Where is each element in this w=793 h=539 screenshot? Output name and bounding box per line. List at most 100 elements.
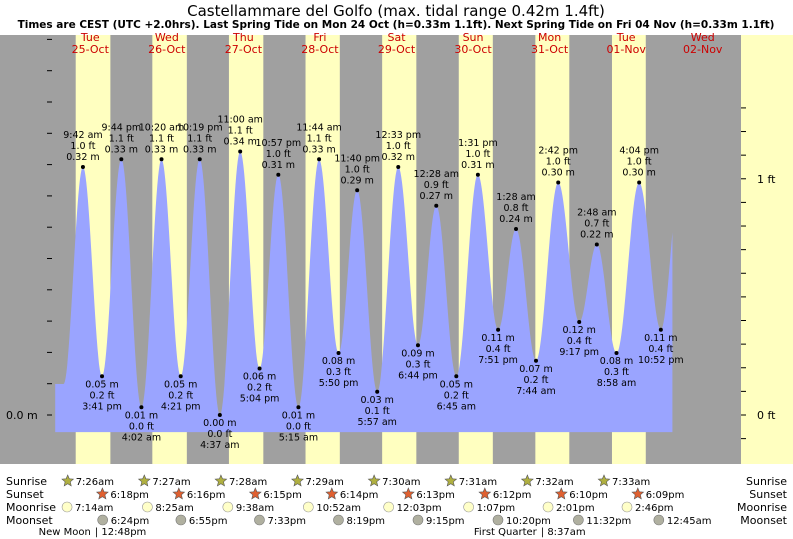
tide-time: 9:17 pm (559, 347, 599, 358)
high-tide-point (475, 172, 480, 177)
tide-height-m: 0.27 m (420, 191, 453, 202)
day-name: Tue (616, 31, 636, 44)
day-name: Sun (463, 31, 484, 44)
tide-height-m: 0.32 m (382, 152, 415, 163)
sunrise-icon (214, 474, 228, 487)
tide-height-ft: 0.4 ft (648, 344, 673, 355)
moonrise-time: 2:46pm (635, 503, 674, 514)
tide-time: 4:37 am (200, 440, 239, 451)
tide-height-ft: 0.2 ft (168, 390, 193, 401)
moonrise-icon (383, 501, 394, 513)
tide-time: 11:00 am (217, 115, 262, 126)
day-name: Thu (232, 31, 254, 44)
tide-height-m: 0.32 m (66, 152, 99, 163)
day-date: 30-Oct (454, 43, 492, 56)
low-tide-point (296, 405, 301, 410)
low-tide-point (375, 389, 380, 394)
tide-time: 2:48 am (577, 208, 616, 219)
tide-height-m: 0.05 m (440, 379, 473, 390)
row-label-left: Sunrise (6, 475, 47, 488)
moonrise-time: 12:03pm (397, 503, 442, 514)
sunset-icon (401, 487, 415, 500)
low-tide-point (217, 413, 222, 417)
high-tide-point (276, 172, 281, 177)
tide-height-m: 0.30 m (622, 168, 655, 179)
tide-height-m: 0.11 m (644, 333, 677, 344)
tide-height-m: 0.08 m (322, 356, 355, 367)
row-label-right: Sunset (749, 488, 787, 501)
sunrise-icon (597, 474, 611, 487)
moon-phase-time: | 12:48pm (95, 527, 146, 538)
high-tide-point (317, 157, 322, 162)
tide-height-m: 0.12 m (562, 325, 595, 336)
tide-height-ft: 1.1 ft (187, 133, 212, 144)
tide-height-ft: 1.0 ft (546, 157, 571, 168)
tide-area (55, 151, 673, 433)
tide-height-m: 0.29 m (340, 175, 373, 186)
moonrise-icon (621, 501, 633, 513)
moonset-icon (254, 514, 265, 526)
moonset-icon (412, 514, 424, 526)
sunset-time: 6:12pm (493, 490, 532, 501)
sunset-icon (631, 487, 645, 500)
low-tide-point (139, 405, 144, 410)
tide-height-m: 0.33 m (183, 144, 216, 155)
tide-height-m: 0.34 m (223, 137, 256, 148)
sunrise-time: 7:27am (152, 477, 190, 488)
tide-height-m: 0.01 m (125, 410, 158, 421)
sunrise-icon (520, 474, 534, 487)
day-date: 29-Oct (378, 43, 416, 56)
day-date: 26-Oct (148, 43, 186, 56)
high-tide-point (556, 180, 561, 185)
tide-height-ft: 1.0 ft (266, 149, 291, 160)
sunrise-time: 7:32am (535, 477, 573, 488)
moonset-icon (175, 514, 187, 526)
tide-height-ft: 0.9 ft (424, 180, 449, 191)
tide-time: 9:44 pm (101, 122, 141, 133)
sunset-time: 6:16pm (187, 490, 226, 501)
tide-time: 10:52 pm (638, 355, 684, 366)
moonrise-time: 7:14am (75, 503, 113, 514)
tide-time: 4:02 am (122, 432, 161, 443)
row-label-right: Moonset (740, 514, 787, 527)
sunset-icon (325, 487, 339, 500)
sunrise-time: 7:26am (76, 477, 114, 488)
tide-time: 4:21 pm (161, 401, 201, 412)
tide-height-ft: 0.1 ft (365, 406, 390, 417)
sunset-icon (248, 487, 262, 500)
day-date: 01-Nov (606, 43, 646, 56)
tide-time: 12:28 am (414, 169, 459, 180)
tide-height-ft: 1.0 ft (345, 164, 370, 175)
moonrise-time: 10:52am (316, 503, 361, 514)
low-tide-point (336, 351, 341, 355)
low-tide-point (100, 374, 105, 379)
tide-time: 7:51 pm (478, 355, 518, 366)
tide-time: 11:44 am (296, 122, 341, 133)
high-tide-point (514, 227, 519, 231)
row-label-right: Moonrise (737, 501, 787, 514)
sunset-time: 6:14pm (340, 490, 379, 501)
tide-time: 4:04 pm (619, 146, 659, 157)
tide-height-m: 0.01 m (282, 410, 315, 421)
sunset-icon (95, 487, 109, 500)
tide-height-ft: 0.8 ft (504, 203, 529, 214)
moon-phase-name: New Moon (39, 527, 91, 538)
tide-time: 10:57 pm (255, 138, 301, 149)
row-label-left: Moonrise (6, 501, 56, 514)
tide-height-ft: 0.0 ft (129, 421, 154, 432)
moonset-icon (333, 514, 344, 526)
tide-time: 10:20 am (139, 122, 184, 133)
tide-height-m: 0.24 m (499, 214, 532, 225)
tide-time: 9:42 am (63, 130, 102, 141)
sunrise-time: 7:33am (612, 477, 650, 488)
high-tide-point (119, 157, 124, 162)
tide-height-m: 0.08 m (600, 356, 633, 367)
moonrise-time: 9:38am (236, 503, 274, 514)
low-tide-point (178, 374, 183, 379)
moonset-icon (573, 514, 584, 526)
tide-height-m: 0.31 m (461, 160, 494, 171)
tide-time: 1:31 pm (458, 138, 498, 149)
moonset-time: 9:15pm (426, 516, 465, 527)
moonrise-time: 8:25am (155, 503, 193, 514)
